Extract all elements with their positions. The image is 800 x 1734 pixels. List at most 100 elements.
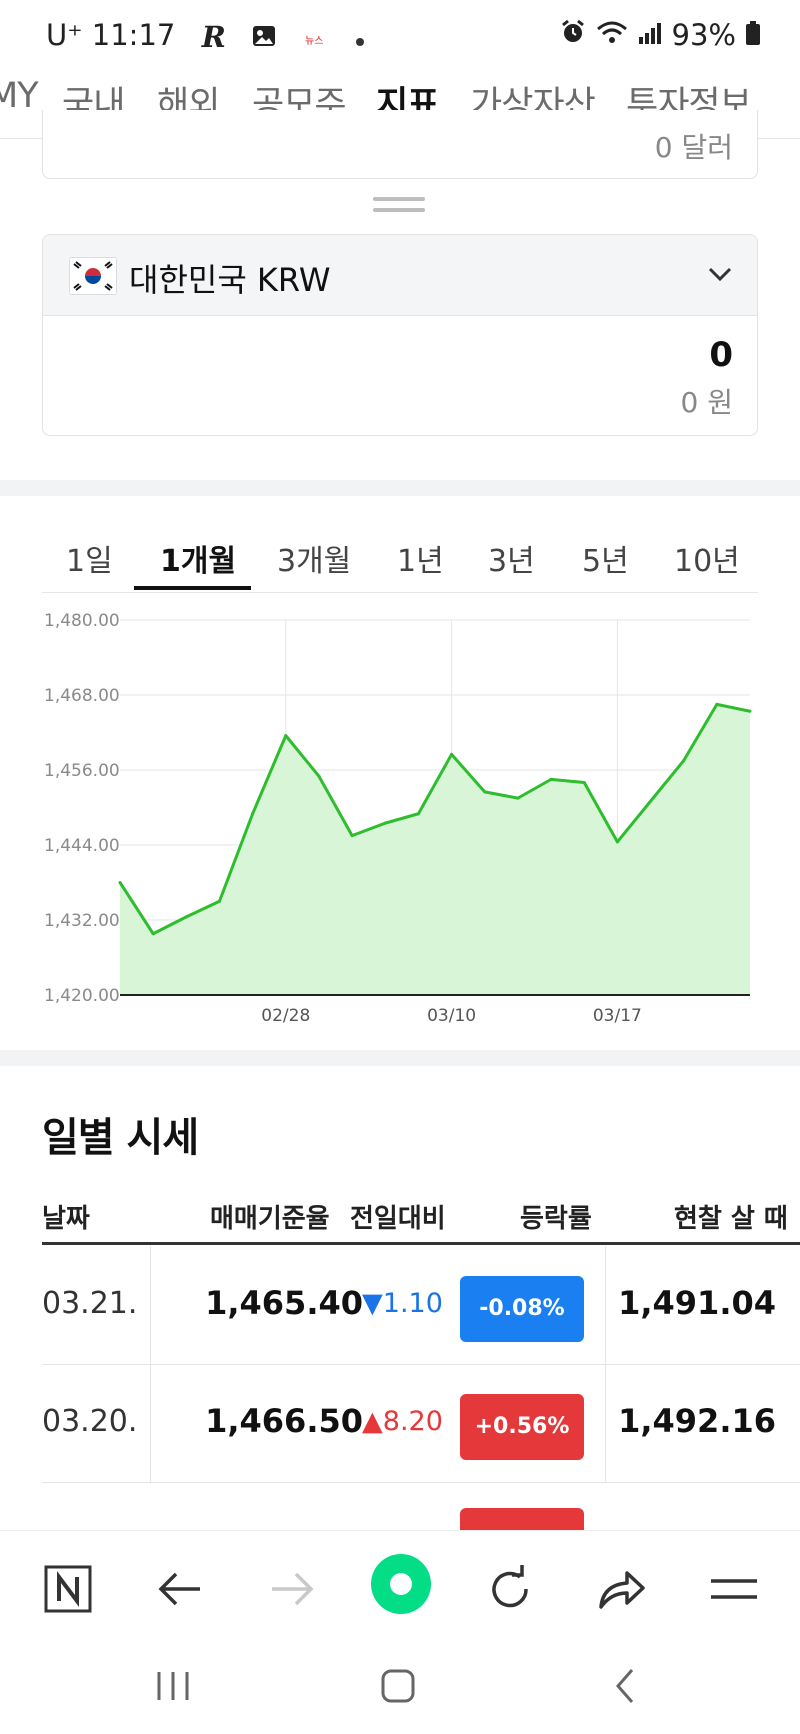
alarm-icon: [560, 18, 586, 52]
y-tick-label: 1,468.00: [44, 686, 120, 706]
row-pct-badge: +0.56%: [460, 1394, 584, 1460]
row-cash: 1,491.04: [618, 1284, 776, 1322]
chart-point: [483, 790, 487, 794]
y-tick-label: 1,444.00: [44, 836, 120, 856]
col-base-rate: 매매기준율: [210, 1204, 330, 1234]
chart-point: [217, 899, 221, 903]
period-tabs: 1일 1개월 3개월 1년 3년 5년 10년: [42, 522, 758, 593]
refresh-icon[interactable]: [482, 1561, 538, 1617]
row-change: ▲8.20: [362, 1406, 443, 1437]
share-icon[interactable]: [594, 1561, 650, 1617]
menu-icon[interactable]: [706, 1561, 762, 1617]
x-tick-label: 03/17: [593, 1006, 642, 1026]
korea-flag-icon: [69, 257, 117, 295]
daily-prices-title: 일별 시세: [42, 1115, 199, 1161]
chart-point: [582, 781, 586, 784]
drag-handle-icon[interactable]: [373, 197, 425, 217]
row-pct-badge: -0.08%: [460, 1276, 584, 1342]
home-icon[interactable]: [380, 1668, 416, 1708]
row-change: ▼1.10: [362, 1288, 443, 1319]
x-tick-label: 02/28: [261, 1006, 310, 1026]
chart-area-fill: [120, 704, 750, 995]
period-3y[interactable]: 3년: [488, 544, 535, 579]
y-tick-label: 1,432.00: [44, 911, 120, 931]
signal-icon: [638, 18, 662, 52]
active-period-underline: [134, 586, 251, 590]
chart-point: [748, 709, 752, 713]
table-row[interactable]: 03.21. 1,465.40 ▼1.10 -0.08% 1,491.04: [42, 1246, 800, 1365]
chart-point: [682, 759, 686, 763]
period-1d[interactable]: 1일: [66, 544, 113, 579]
period-10y[interactable]: 10년: [674, 544, 740, 579]
triangle-down-icon: ▼: [362, 1288, 383, 1319]
table-row[interactable]: 03.20. 1,466.50 ▲8.20 +0.56% 1,492.16: [42, 1364, 800, 1483]
chart-point: [251, 812, 255, 816]
chart-point: [284, 734, 288, 738]
row-date: 03.20.: [42, 1404, 138, 1439]
chart-point: [383, 821, 387, 825]
chevron-down-icon[interactable]: [705, 259, 735, 293]
row-date: 03.21.: [42, 1286, 138, 1321]
period-3m[interactable]: 3개월: [277, 544, 352, 579]
chart-point: [516, 796, 520, 800]
tab-my[interactable]: MY: [0, 76, 39, 116]
battery-percent: 93%: [671, 18, 736, 52]
chart-point: [416, 812, 420, 816]
krw-amount-input[interactable]: 0: [709, 335, 733, 375]
svg-text:뉴스: 뉴스: [305, 35, 323, 47]
exchange-rate-chart[interactable]: 1,480.00 1,468.00 1,456.00 1,444.00 1,432.00…: [0, 600, 800, 1030]
section-divider: [0, 480, 800, 496]
usd-converter-card: 0 달러: [42, 110, 758, 179]
status-bar: U⁺ 11:17 R 뉴스 93%: [0, 0, 800, 70]
period-5y[interactable]: 5년: [582, 544, 629, 579]
wifi-icon: [596, 18, 628, 52]
chart-point: [151, 932, 155, 936]
chart-point: [184, 915, 188, 919]
krw-won-text: 0 원: [680, 386, 733, 419]
currency-selector[interactable]: 대한민국 KRW: [43, 235, 757, 316]
x-tick-label: 03/10: [427, 1006, 476, 1026]
r-icon: R: [201, 20, 226, 54]
chart-point: [649, 799, 653, 803]
row-rate: 1,465.40: [205, 1284, 363, 1322]
col-pct: 등락률: [520, 1204, 592, 1234]
browser-toolbar: [0, 1530, 800, 1641]
carrier-label: U⁺: [46, 18, 83, 52]
row-rate: 1,466.50: [205, 1402, 363, 1440]
krw-converter-card: 대한민국 KRW 0 0 원: [42, 234, 758, 436]
chart-point: [715, 702, 719, 706]
chart-point: [549, 777, 553, 781]
usd-amount: 0 달러: [654, 131, 733, 164]
clock: 11:17: [91, 18, 176, 52]
forward-arrow-icon[interactable]: [264, 1561, 320, 1617]
naver-n-icon[interactable]: [40, 1561, 96, 1617]
chart-point: [317, 774, 321, 778]
col-date: 날짜: [42, 1204, 90, 1234]
y-tick-label: 1,420.00: [44, 986, 120, 1006]
col-cash-buy: 현찰 살 때: [674, 1204, 788, 1234]
gallery-icon: [252, 20, 276, 54]
triangle-up-icon: ▲: [362, 1406, 383, 1437]
dot-icon: [355, 20, 365, 54]
currency-label: 대한민국 KRW: [129, 261, 331, 299]
chart-point: [350, 834, 354, 838]
period-1y[interactable]: 1년: [397, 544, 444, 579]
y-tick-label: 1,480.00: [44, 611, 120, 631]
chart-point: [118, 881, 122, 884]
news-icon: 뉴스: [302, 20, 329, 54]
chart-point: [450, 752, 454, 756]
col-change: 전일대비: [350, 1204, 446, 1234]
chart-point: [615, 840, 619, 844]
y-tick-label: 1,456.00: [44, 761, 120, 781]
row-cash: 1,492.16: [618, 1402, 776, 1440]
section-divider: [0, 1050, 800, 1066]
recent-apps-icon[interactable]: [155, 1668, 191, 1708]
battery-icon: [746, 18, 760, 52]
period-1m[interactable]: 1개월: [160, 544, 237, 579]
table-header: 날짜 매매기준율 전일대비 등락률 현찰 살 때: [42, 1190, 800, 1245]
green-home-icon[interactable]: [370, 1553, 432, 1615]
chart-series-line: [118, 702, 751, 936]
back-icon[interactable]: [608, 1668, 644, 1708]
back-arrow-icon[interactable]: [152, 1561, 208, 1617]
system-navigation-bar: [0, 1640, 800, 1734]
